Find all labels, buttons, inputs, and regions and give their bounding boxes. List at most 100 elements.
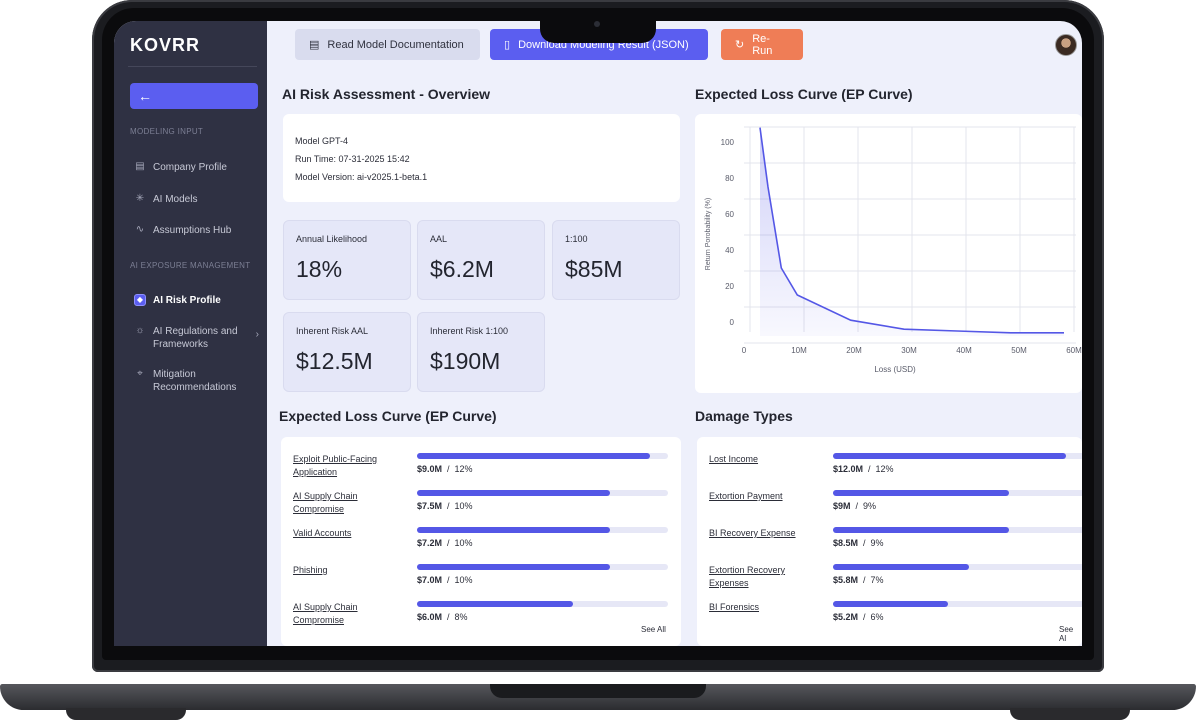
item-percent: 10%: [454, 575, 473, 585]
x-tick-label: 20M: [846, 346, 862, 355]
pulse-icon: ∿: [135, 224, 145, 235]
y-tick-label: 100: [721, 138, 735, 147]
sidebar-item-label: Company Profile: [153, 162, 227, 173]
metric-label: 1:100: [565, 234, 588, 244]
sidebar-item-label: Mitigation Recommendations: [153, 369, 237, 393]
item-name-link[interactable]: Lost Income: [709, 454, 759, 464]
ep-curve-line: [759, 127, 1064, 334]
sparkle-icon: ✳: [135, 193, 145, 204]
see-all-link[interactable]: See Al: [1059, 625, 1074, 643]
metric-label: AAL: [430, 234, 448, 244]
x-tick-label: 50M: [1011, 346, 1027, 355]
item-amount: $8.5M: [833, 538, 859, 548]
model-info-card: Model GPT-4 Run Time: 07-31-2025 15:42 M…: [283, 114, 680, 202]
list-item: Phishing $7.0M / 10%: [281, 564, 681, 601]
sidebar-item-company-profile[interactable]: ▤ Company Profile: [134, 161, 259, 174]
read-documentation-button[interactable]: ▤ Read Model Documentation: [295, 29, 480, 60]
run-time: Run Time: 07-31-2025 15:42: [295, 154, 410, 164]
list-item: Extortion Recovery Expenses $5.8M / 7%: [697, 564, 1082, 601]
sidebar-item-label: AI Models: [153, 194, 198, 205]
progress-track: [833, 564, 1082, 570]
item-name-link[interactable]: Phishing: [293, 565, 328, 575]
model-version: Model Version: ai-v2025.1-beta.1: [295, 172, 428, 182]
y-tick-label: 40: [725, 246, 734, 255]
item-value: $5.8M / 7%: [833, 575, 884, 585]
list-item: Valid Accounts $7.2M / 10%: [281, 527, 681, 564]
progress-fill: [417, 490, 611, 496]
y-tick-label: 80: [725, 174, 734, 183]
damage-types-title: Damage Types: [695, 408, 793, 424]
kovrr-logo: KOVRR: [130, 35, 201, 55]
sidebar-divider: [128, 66, 257, 67]
y-tick-label: 0: [730, 318, 735, 327]
read-documentation-label: Read Model Documentation: [327, 38, 464, 51]
laptop-foot-left: [66, 708, 186, 720]
sidebar-item-ai-regulations[interactable]: ☼ AI Regulations and Frameworks ›: [134, 325, 259, 351]
progress-fill: [833, 601, 949, 607]
item-amount: $9.0M: [417, 464, 443, 474]
rerun-label: Re-Run: [752, 32, 773, 57]
item-amount: $9M: [833, 501, 851, 511]
item-percent: 7%: [870, 575, 884, 585]
progress-track: [833, 453, 1082, 459]
item-amount: $7.0M: [417, 575, 443, 585]
x-tick-label: 30M: [901, 346, 917, 355]
arrow-left-icon: ←: [138, 88, 152, 104]
list-item: Exploit Public-Facing Application $9.0M /…: [281, 453, 681, 490]
metric-value: $6.2M: [430, 256, 494, 282]
list-item: AI Supply Chain Compromise $7.5M / 10%: [281, 490, 681, 527]
y-tick-label: 20: [725, 282, 734, 291]
item-name-link[interactable]: Extortion Recovery Expenses: [709, 565, 786, 588]
x-axis-label: Loss (USD): [874, 365, 916, 374]
progress-fill: [833, 527, 1009, 533]
progress-track: [833, 527, 1082, 533]
item-percent: 10%: [454, 501, 473, 511]
item-value: $6.0M / 8%: [417, 612, 468, 622]
rerun-button[interactable]: ↻ Re-Run: [721, 29, 803, 60]
item-name-link[interactable]: AI Supply Chain Compromise: [293, 491, 358, 514]
progress-track: [417, 527, 668, 533]
item-name-link[interactable]: Valid Accounts: [293, 528, 352, 538]
item-amount: $7.5M: [417, 501, 443, 511]
y-axis-label: Return Porobability (%): [705, 198, 712, 270]
sidebar-item-label: Assumptions Hub: [153, 225, 232, 236]
sidebar-item-mitigation[interactable]: ⌖ Mitigation Recommendations: [134, 368, 259, 394]
metric-inherent-risk-1-in-100: Inherent Risk 1:100 $190M: [417, 312, 545, 392]
metric-annual-likelihood: Annual Likelihood 18%: [283, 220, 411, 300]
sidebar-item-ai-risk-profile[interactable]: ◆ AI Risk Profile: [134, 294, 259, 307]
back-button[interactable]: ←: [130, 83, 258, 109]
list-item: BI Recovery Expense $8.5M / 9%: [697, 527, 1082, 564]
item-amount: $6.0M: [417, 612, 443, 622]
sidebar-item-assumptions-hub[interactable]: ∿ Assumptions Hub: [134, 224, 259, 237]
sidebar-item-ai-models[interactable]: ✳ AI Models: [134, 193, 259, 206]
see-all-link[interactable]: See All: [641, 625, 666, 634]
item-value: $7.5M / 10%: [417, 501, 473, 511]
item-name-link[interactable]: AI Supply Chain Compromise: [293, 602, 358, 625]
item-percent: 6%: [870, 612, 884, 622]
x-tick-label: 10M: [791, 346, 807, 355]
x-tick-label: 60M: [1066, 346, 1082, 355]
item-name-link[interactable]: Extortion Payment: [709, 491, 783, 501]
item-percent: 12%: [875, 464, 894, 474]
progress-track: [833, 601, 1082, 607]
damage-types-card: See Al Lost Income $12.0M / 12% Extortion …: [697, 437, 1082, 646]
item-name-link[interactable]: BI Forensics: [709, 602, 760, 612]
progress-track: [833, 490, 1082, 496]
model-name: Model GPT-4: [295, 136, 349, 146]
metric-inherent-risk-aal: Inherent Risk AAL $12.5M: [283, 312, 411, 392]
progress-fill: [417, 601, 573, 607]
item-percent: 9%: [863, 501, 877, 511]
metric-label: Inherent Risk AAL: [296, 326, 369, 336]
item-name-link[interactable]: BI Recovery Expense: [709, 528, 796, 538]
laptop-base-notch: [490, 684, 706, 698]
list-item: AI Supply Chain Compromise $6.0M / 8%: [281, 601, 681, 638]
avatar[interactable]: [1055, 34, 1077, 56]
item-value: $7.2M / 10%: [417, 538, 473, 548]
item-name-link[interactable]: Exploit Public-Facing Application: [293, 454, 378, 477]
metric-1-in-100: 1:100 $85M: [552, 220, 680, 300]
progress-track: [417, 453, 668, 459]
item-value: $9M / 9%: [833, 501, 877, 511]
item-value: $5.2M / 6%: [833, 612, 884, 622]
item-value: $9.0M / 12%: [417, 464, 473, 474]
x-tick-label: 40M: [956, 346, 972, 355]
